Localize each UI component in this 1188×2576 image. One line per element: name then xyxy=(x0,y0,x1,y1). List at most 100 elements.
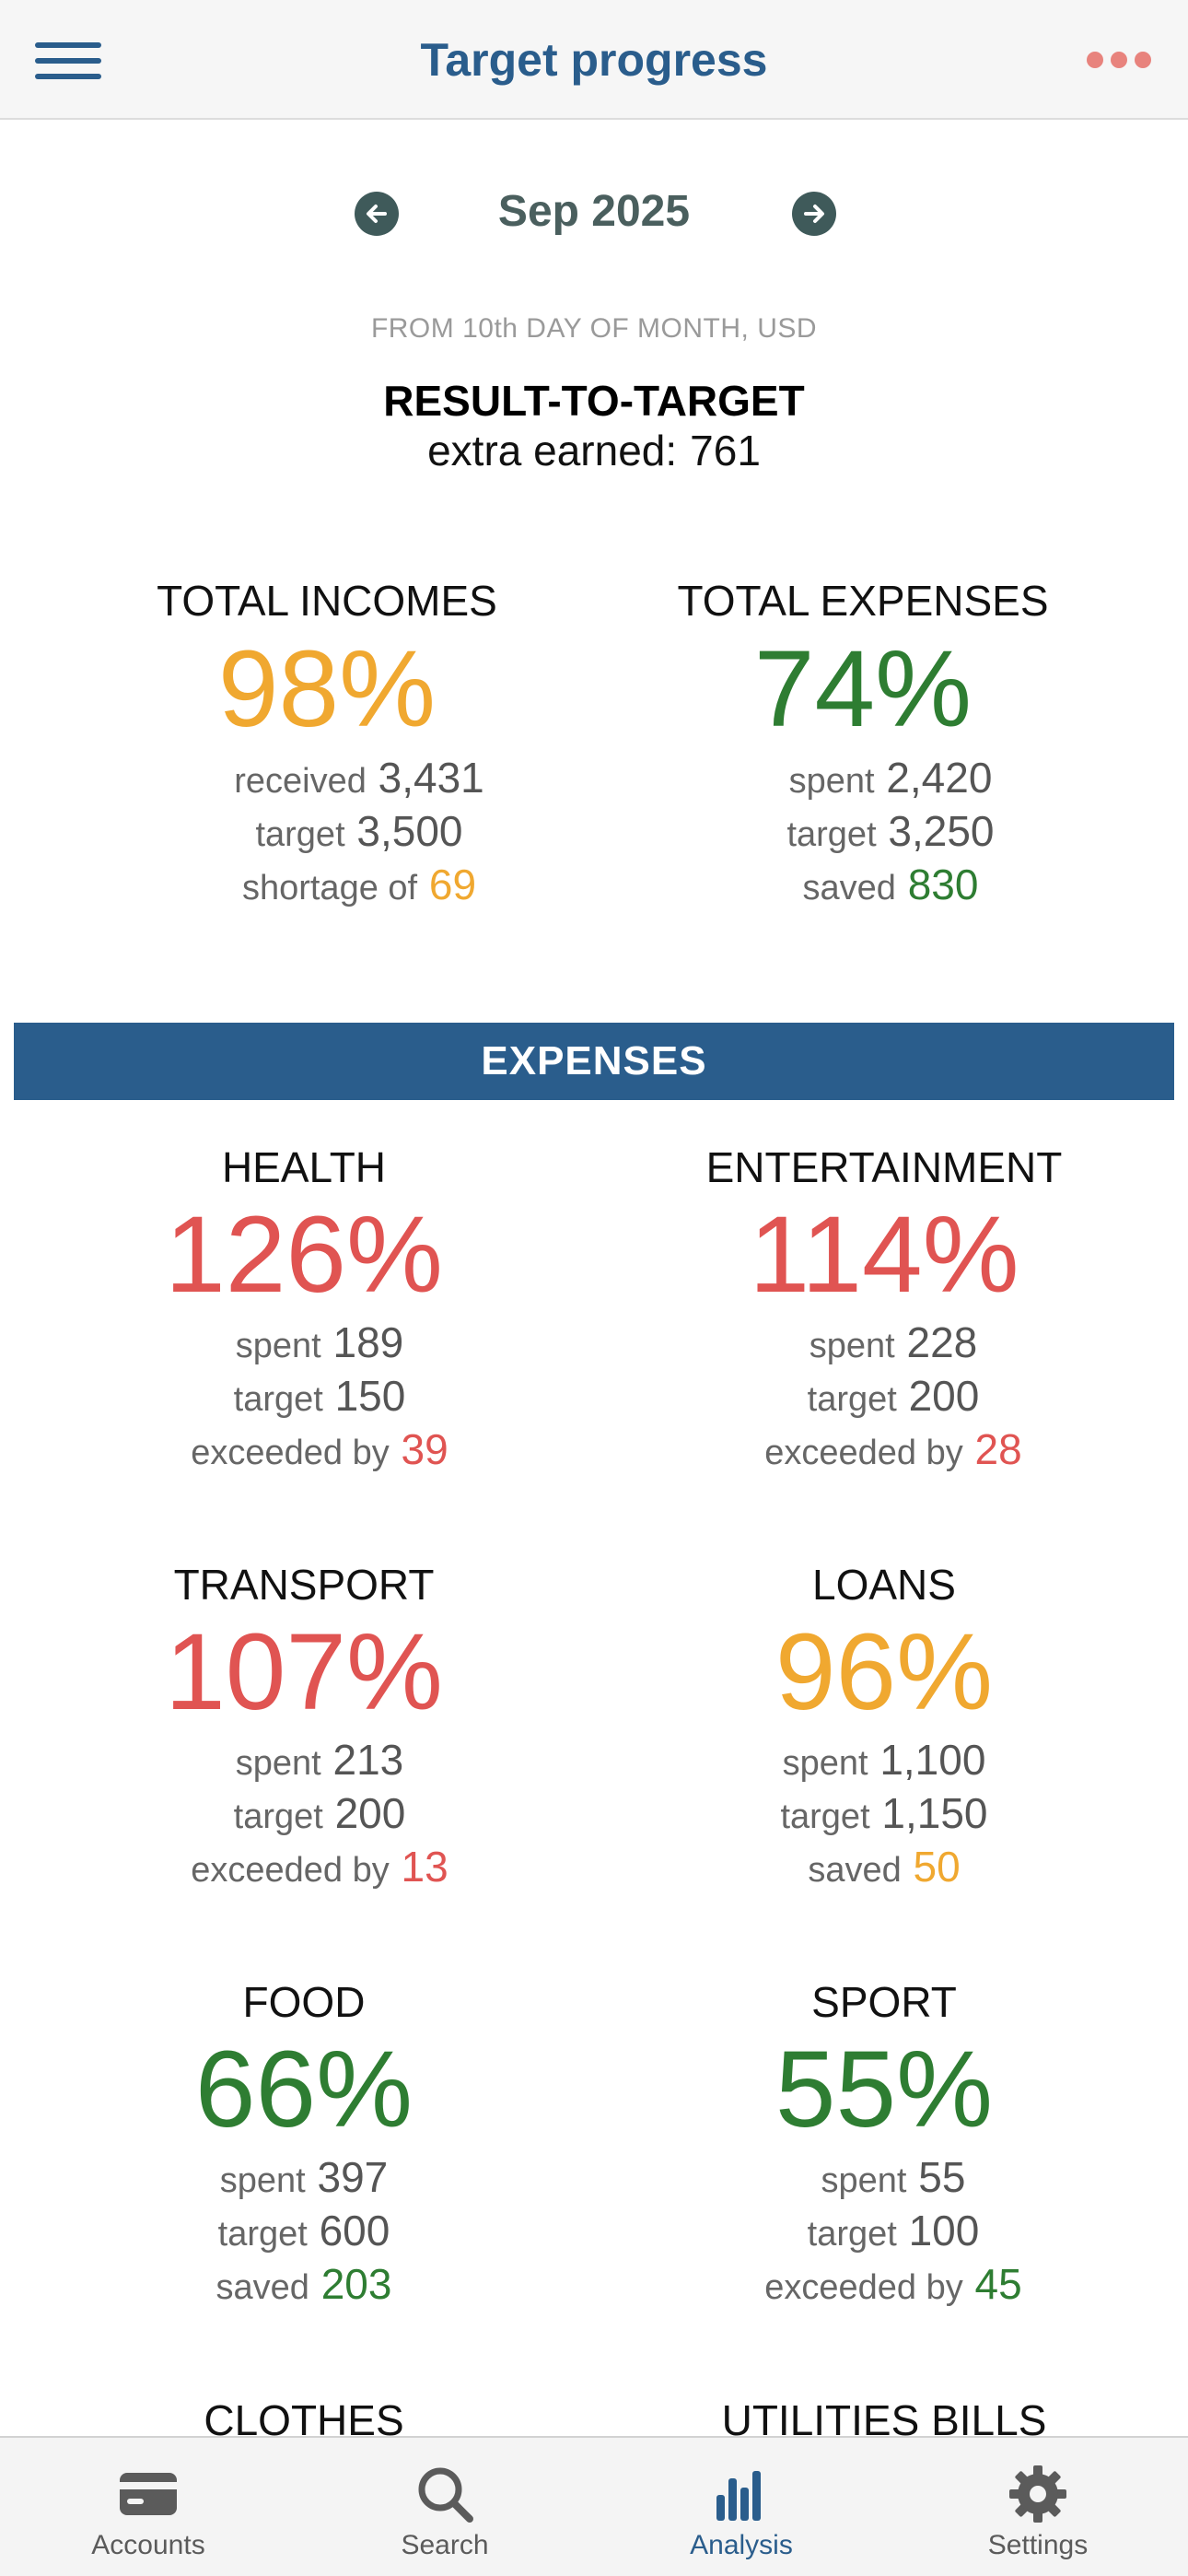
shortage-label: shortage of xyxy=(241,869,418,907)
spent-label: spent xyxy=(809,1327,895,1365)
total-incomes[interactable]: TOTAL INCOMES 98% received 3,431 target … xyxy=(69,576,585,913)
received-label: received xyxy=(234,762,367,801)
tab-label: Search xyxy=(401,2530,489,2560)
card-icon xyxy=(120,2473,177,2515)
target-label: target xyxy=(233,1380,323,1419)
spent-value: 2,420 xyxy=(886,754,993,802)
target-label: target xyxy=(807,1380,897,1419)
diff-value: 28 xyxy=(974,1425,1022,1473)
period-subtitle: FROM 10th DAY OF MONTH, USD xyxy=(370,313,818,344)
more-dots-icon[interactable] xyxy=(1087,52,1151,70)
total-expenses-title: TOTAL EXPENSES xyxy=(677,577,1049,625)
target-label: target xyxy=(807,2215,897,2254)
tab-accounts[interactable]: Accounts xyxy=(0,2438,297,2576)
target-value: 1,150 xyxy=(881,1789,988,1837)
category-card[interactable]: TRANSPORT 107% spent 213 target 200 exce… xyxy=(28,1560,580,1895)
category-percent: 114% xyxy=(749,1194,1019,1316)
target-value: 3,250 xyxy=(888,807,995,855)
diff-value: 203 xyxy=(320,2260,392,2308)
tab-label: Settings xyxy=(987,2530,1089,2560)
spent-label: spent xyxy=(235,1327,321,1365)
category-percent: 107% xyxy=(165,1611,443,1733)
search-icon xyxy=(418,2467,473,2523)
target-label: target xyxy=(780,1797,870,1836)
spent-value: 397 xyxy=(317,2153,389,2201)
diff-value: 39 xyxy=(401,1425,448,1473)
diff-label: exceeded by xyxy=(191,1851,390,1890)
tab-settings[interactable]: Settings xyxy=(890,2438,1186,2576)
category-card[interactable]: HEALTH 126% spent 189 target 150 exceede… xyxy=(28,1142,580,1478)
diff-label: saved xyxy=(808,1851,902,1890)
result-value: 761 xyxy=(690,427,761,474)
spent-value: 55 xyxy=(918,2153,966,2201)
tab-analysis[interactable]: Analysis xyxy=(593,2438,890,2576)
diff-label: exceeded by xyxy=(764,2268,963,2307)
shortage-value: 69 xyxy=(428,861,477,908)
target-value: 600 xyxy=(319,2207,390,2254)
category-card[interactable]: FOOD 66% spent 397 target 600 saved 203 xyxy=(28,1977,580,2313)
hamburger-menu-icon[interactable] xyxy=(35,42,101,79)
spent-value: 1,100 xyxy=(879,1736,986,1784)
category-name: SPORT xyxy=(811,1978,957,2026)
spent-label: spent xyxy=(235,1744,321,1783)
result-title: RESULT-TO-TARGET xyxy=(383,377,805,425)
spent-label: spent xyxy=(788,762,875,801)
spent-label: spent xyxy=(821,2161,907,2200)
total-expenses[interactable]: TOTAL EXPENSES 74% spent 2,420 target 3,… xyxy=(605,576,1121,913)
target-label: target xyxy=(217,2215,308,2254)
category-name: TRANSPORT xyxy=(173,1561,435,1609)
target-value: 200 xyxy=(908,1372,980,1420)
result-label: extra earned: xyxy=(427,427,678,474)
category-percent: 126% xyxy=(165,1194,443,1316)
diff-label: exceeded by xyxy=(191,1434,390,1472)
month-label: Sep 2025 xyxy=(497,187,691,236)
target-value: 150 xyxy=(334,1372,406,1420)
category-name: HEALTH xyxy=(221,1143,387,1191)
spent-value: 228 xyxy=(906,1318,978,1366)
saved-value: 830 xyxy=(907,861,979,908)
spent-label: spent xyxy=(219,2161,306,2200)
page-title: Target progress xyxy=(420,34,768,86)
total-incomes-title: TOTAL INCOMES xyxy=(157,577,497,625)
category-name: LOANS xyxy=(812,1561,956,1609)
month-navigator: Sep 2025 xyxy=(0,177,1188,251)
target-label: target xyxy=(255,815,345,854)
target-value: 200 xyxy=(334,1789,406,1837)
tab-label: Analysis xyxy=(690,2530,793,2560)
spent-label: spent xyxy=(782,1744,868,1783)
spent-value: 213 xyxy=(332,1736,404,1784)
result-summary: extra earned: 761 xyxy=(0,426,1188,475)
target-label: target xyxy=(233,1797,323,1836)
arrow-right-icon[interactable] xyxy=(792,192,836,236)
category-percent: 66% xyxy=(194,2029,413,2150)
category-card[interactable]: SPORT 55% spent 55 target 100 exceeded b… xyxy=(608,1977,1160,2313)
category-card[interactable]: LOANS 96% spent 1,100 target 1,150 saved… xyxy=(608,1560,1160,1895)
category-percent: 96% xyxy=(775,1611,994,1733)
tab-label: Accounts xyxy=(91,2530,205,2560)
total-incomes-percent: 98% xyxy=(217,628,437,750)
diff-label: exceeded by xyxy=(764,1434,963,1472)
category-name: ENTERTAINMENT xyxy=(705,1143,1063,1191)
nav-header: Target progress xyxy=(0,0,1188,120)
bar-chart-icon xyxy=(716,2471,761,2521)
diff-label: saved xyxy=(215,2268,309,2307)
diff-value: 45 xyxy=(974,2260,1022,2308)
category-card[interactable]: ENTERTAINMENT 114% spent 228 target 200 … xyxy=(608,1142,1160,1478)
expenses-section-header: EXPENSES xyxy=(14,1023,1174,1100)
total-expenses-percent: 74% xyxy=(753,628,973,750)
saved-label: saved xyxy=(802,869,896,907)
received-value: 3,431 xyxy=(378,754,484,802)
tab-bar: Accounts Search Analysis xyxy=(0,2436,1188,2576)
diff-value: 50 xyxy=(913,1843,961,1891)
diff-value: 13 xyxy=(401,1843,448,1891)
target-value: 3,500 xyxy=(356,807,463,855)
category-name: FOOD xyxy=(242,1978,366,2026)
target-value: 100 xyxy=(908,2207,980,2254)
tab-search[interactable]: Search xyxy=(297,2438,593,2576)
spent-value: 189 xyxy=(332,1318,404,1366)
category-percent: 55% xyxy=(775,2029,994,2150)
arrow-left-icon[interactable] xyxy=(355,192,399,236)
target-label: target xyxy=(786,815,877,854)
gear-icon xyxy=(1009,2465,1066,2523)
